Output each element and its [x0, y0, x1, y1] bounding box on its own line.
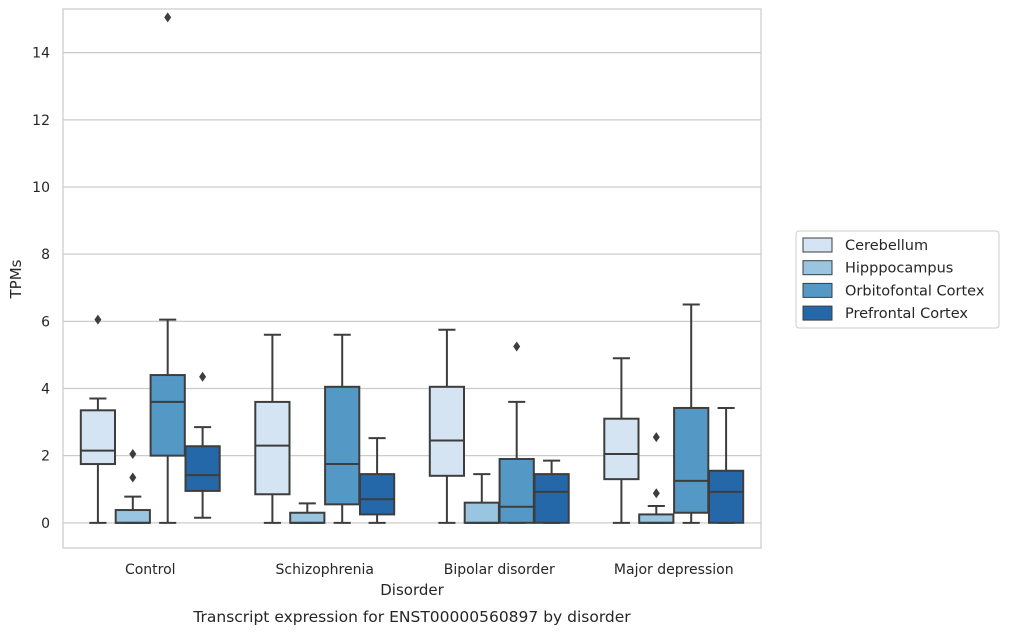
legend: Cerebellum Hipppocampus Orbitofontal Corte… [795, 230, 1000, 329]
y-tick-label: 10 [32, 180, 50, 196]
box-0-3 [603, 357, 640, 524]
x-tick-label: Major depression [614, 562, 734, 578]
box-0-0 [79, 314, 117, 524]
box-body [289, 511, 326, 524]
plot-background [63, 9, 761, 548]
box-body [254, 400, 291, 496]
x-tick-labels: Control Schizophrenia Bipolar disorder Majo… [125, 562, 734, 578]
legend-swatch [802, 237, 833, 253]
box-body [184, 445, 221, 492]
box-2-1 [324, 333, 361, 524]
y-tick-label: 14 [32, 46, 50, 62]
box-0-2 [428, 328, 466, 524]
legend-label: Prefrontal Cortex [845, 306, 968, 322]
y-axis-label: TPMs [7, 259, 25, 299]
box-3-3 [707, 406, 745, 524]
box-body [638, 513, 675, 524]
box-body [533, 473, 570, 524]
plot-frame [62, 8, 762, 549]
legend-label: Cerebellum [845, 238, 928, 254]
box-1-1 [289, 502, 326, 524]
legend-swatch [802, 282, 833, 298]
outlier-point [199, 371, 207, 382]
legend-label: Hipppocampus [845, 261, 953, 277]
box-3-1 [358, 437, 396, 524]
box-body [149, 374, 186, 457]
x-axis-label: Disorder [380, 581, 444, 599]
box-body [707, 469, 745, 524]
box-1-0 [114, 448, 151, 524]
legend-swatch [802, 260, 833, 276]
box-body [673, 406, 710, 514]
y-tick-label: 0 [41, 516, 50, 532]
outlier-point [94, 314, 102, 325]
y-tick-label: 6 [41, 314, 50, 330]
box-3-2 [533, 459, 570, 524]
box-0-1 [254, 333, 291, 524]
box-2-0 [149, 12, 186, 524]
y-tick-label: 12 [32, 113, 50, 129]
box-3-0 [184, 371, 221, 519]
outlier-point [129, 472, 137, 483]
box-2-3 [673, 303, 710, 524]
box-body [498, 458, 535, 524]
x-tick-label: Bipolar disorder [444, 562, 555, 578]
box-body [428, 385, 466, 477]
x-tick-label: Schizophrenia [276, 562, 374, 578]
outlier-point [652, 488, 660, 499]
box-body [79, 409, 117, 466]
outlier-point [164, 12, 172, 23]
outlier-point [652, 432, 660, 443]
box-body [603, 417, 640, 481]
legend-label: Orbitofontal Cortex [845, 283, 985, 299]
box-body [463, 501, 500, 524]
box-2-2 [498, 341, 535, 524]
outlier-point [129, 448, 137, 459]
box-1-3 [638, 432, 675, 524]
legend-frame [795, 230, 1000, 329]
box-body [114, 509, 151, 524]
chart-caption: Transcript expression for ENST0000056089… [192, 608, 631, 626]
boxes [79, 12, 745, 524]
box-body [358, 473, 396, 516]
legend-swatch [802, 305, 833, 321]
outlier-point [513, 341, 521, 352]
y-tick-labels: 0 2 4 6 8 10 12 14 [32, 46, 50, 532]
y-tick-label: 2 [41, 449, 50, 465]
box-1-2 [463, 473, 500, 524]
box-body [324, 385, 361, 506]
y-tick-label: 8 [41, 247, 50, 263]
y-tick-label: 4 [41, 381, 50, 397]
x-tick-label: Control [125, 562, 176, 578]
